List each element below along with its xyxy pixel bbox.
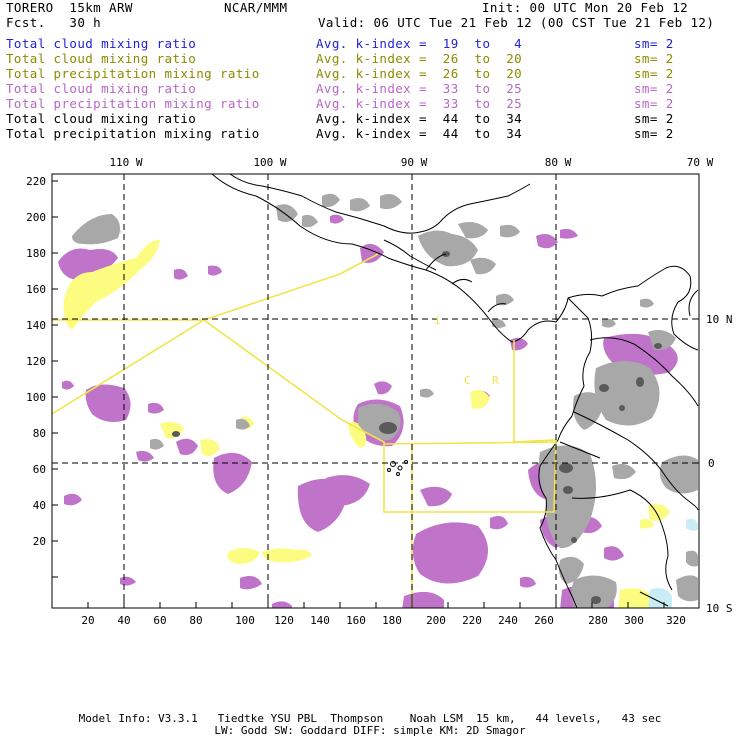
y-tick-label: 20 [33,535,46,548]
legend-smoothing: sm= 2 [634,126,674,141]
legend-smoothing: sm= 2 [634,66,674,81]
x-tick-label: 140 [310,614,330,627]
y-tick-label: 200 [26,211,46,224]
y-tick-label: 140 [26,319,46,332]
x-tick-label: 260 [534,614,554,627]
y-tick-label: 220 [26,175,46,188]
x-tick-label: 300 [624,614,644,627]
x-tick-label: 80 [189,614,202,627]
model-info-line2: LW: Godd SW: Goddard DIFF: simple KM: 2D… [214,724,526,737]
map-mark-c: C [464,374,471,387]
lat-label: 0 [708,457,715,470]
y-tick-label: 100 [26,391,46,404]
model-info-line1: Model Info: V3.3.1 Tiedtke YSU PBL Thomp… [78,712,662,725]
legend-smoothing: sm= 2 [634,81,674,96]
y-tick-label: 80 [33,427,46,440]
y-tick-label: 40 [33,499,46,512]
frame-ticks [52,174,699,608]
x-tick-label: 280 [588,614,608,627]
lat-label: 10 S [706,602,733,615]
lon-label: 80 W [545,156,572,169]
lon-label: 100 W [253,156,286,169]
legend-index: Avg. k-index = 33 to 25 [316,96,523,111]
x-tick-label: 60 [153,614,166,627]
y-tick-label: 160 [26,283,46,296]
legend-smoothing: sm= 2 [634,36,674,51]
legend-index: Avg. k-index = 44 to 34 [316,126,523,141]
lon-label: 70 W [687,156,714,169]
x-tick-label: 40 [117,614,130,627]
map-mark-r: R [492,374,499,387]
x-tick-label: 180 [382,614,402,627]
model-title: TORERO 15km ARW [6,0,133,15]
x-tick-label: 100 [235,614,255,627]
y-tick-label: 180 [26,247,46,260]
x-tick-label: 200 [426,614,446,627]
legend-index: Avg. k-index = 19 to 4 [316,36,523,51]
legend-field: Total cloud mixing ratio [6,81,197,96]
legend-index: Avg. k-index = 44 to 34 [316,111,523,126]
x-tick-label: 120 [274,614,294,627]
valid-time: Valid: 06 UTC Tue 21 Feb 12 (00 CST Tue … [318,15,715,30]
legend-smoothing: sm= 2 [634,51,674,66]
legend-index: Avg. k-index = 26 to 20 [316,51,523,66]
x-tick-label: 320 [666,614,686,627]
legend-field: Total precipitation mixing ratio [6,66,260,81]
coastlines [211,174,699,608]
legend-field: Total precipitation mixing ratio [6,96,260,111]
y-tick-label: 60 [33,463,46,476]
lat-label: 10 N [706,313,733,326]
legend-smoothing: sm= 2 [634,111,674,126]
lon-label: 90 W [401,156,428,169]
forecast-hour: Fcst. 30 h [6,15,102,30]
x-tick-label: 20 [81,614,94,627]
legend-smoothing: sm= 2 [634,96,674,111]
legend-field: Total cloud mixing ratio [6,36,197,51]
x-tick-label: 240 [498,614,518,627]
init-time: Init: 00 UTC Mon 20 Feb 12 [482,0,689,15]
legend-field: Total cloud mixing ratio [6,111,197,126]
graticule [52,174,699,608]
legend-field: Total cloud mixing ratio [6,51,197,66]
y-tick-label: 120 [26,355,46,368]
x-tick-label: 160 [346,614,366,627]
map-mark-i: i [434,314,441,327]
x-tick-label: 220 [462,614,482,627]
legend-index: Avg. k-index = 33 to 25 [316,81,523,96]
legend-index: Avg. k-index = 26 to 20 [316,66,523,81]
cloud-gray-areas [72,193,698,608]
lon-label: 110 W [109,156,142,169]
organization-label: NCAR/MMM [224,0,288,15]
cloud-dark-cores [172,251,662,604]
legend-field: Total precipitation mixing ratio [6,126,260,141]
flight-tracks [52,253,557,608]
